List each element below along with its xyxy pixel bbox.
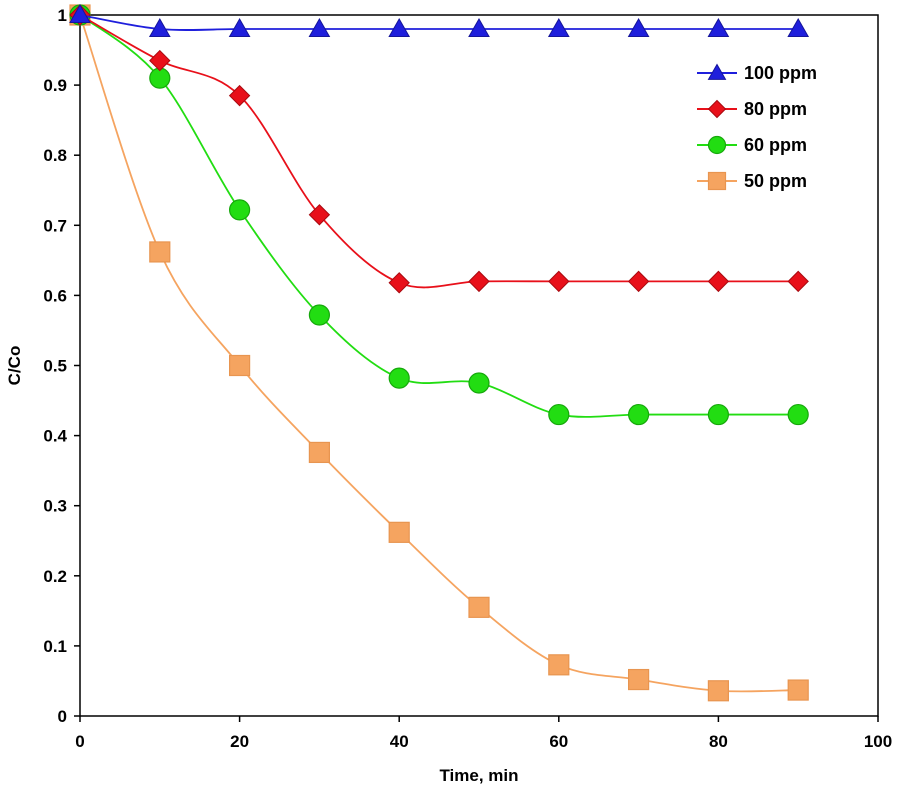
data-point — [547, 18, 570, 38]
data-point — [388, 18, 411, 38]
y-tick-label: 0.2 — [43, 567, 67, 586]
x-tick-label: 100 — [864, 732, 892, 751]
y-tick-label: 0.8 — [43, 146, 67, 165]
legend: 100 ppm 80 ppm 60 ppm 50 ppm — [697, 63, 817, 191]
data-point — [229, 199, 251, 221]
data-point — [707, 18, 730, 38]
x-tick-label: 40 — [390, 732, 409, 751]
series-line — [79, 14, 799, 31]
y-tick-label: 0.1 — [43, 637, 67, 656]
y-tick-label: 0.9 — [43, 76, 67, 95]
y-tick-label: 1 — [58, 6, 67, 25]
data-point — [468, 596, 490, 618]
y-tick-label: 0.5 — [43, 357, 67, 376]
legend-label: 80 ppm — [744, 99, 807, 119]
data-point — [228, 18, 251, 38]
series-line — [79, 14, 799, 693]
legend-item: 60 ppm — [697, 135, 807, 155]
y-axis-title: C/Co — [5, 346, 24, 386]
data-point — [388, 367, 410, 389]
legend-marker — [707, 63, 727, 80]
data-point — [707, 270, 730, 293]
series-line — [79, 14, 799, 418]
y-tick-label: 0.4 — [43, 427, 67, 446]
data-point — [707, 680, 730, 702]
data-point — [787, 679, 809, 701]
data-point — [308, 441, 330, 464]
data-point — [228, 84, 251, 107]
legend-label: 100 ppm — [744, 63, 817, 83]
series-80-ppm — [69, 4, 809, 294]
data-point — [308, 304, 330, 326]
data-point — [148, 18, 171, 38]
data-point — [548, 270, 570, 293]
data-point — [548, 654, 570, 676]
x-axis-title: Time, min — [439, 766, 518, 785]
legend-item: 100 ppm — [697, 63, 817, 83]
data-point — [787, 270, 809, 293]
legend-label: 50 ppm — [744, 171, 807, 191]
data-point — [787, 403, 809, 426]
series-60-ppm — [69, 4, 809, 426]
data-point — [388, 521, 410, 543]
y-tick-label: 0.3 — [43, 497, 67, 516]
data-point — [627, 18, 650, 38]
data-point — [468, 270, 490, 293]
data-point — [627, 668, 650, 691]
data-point — [229, 354, 251, 377]
y-tick-label: 0 — [58, 707, 67, 726]
data-point — [149, 49, 171, 72]
data-point — [468, 18, 490, 38]
data-point — [627, 403, 650, 426]
data-point — [787, 18, 810, 38]
legend-marker — [707, 99, 727, 119]
legend-label: 60 ppm — [744, 135, 807, 155]
x-tick-label: 20 — [230, 732, 249, 751]
x-tick-label: 0 — [75, 732, 84, 751]
series-100-ppm — [69, 3, 810, 38]
data-point — [468, 372, 490, 394]
legend-item: 80 ppm — [697, 99, 807, 119]
data-point — [388, 272, 410, 294]
data-point — [149, 241, 171, 263]
data-point — [548, 403, 570, 426]
data-point — [707, 403, 730, 426]
legend-item: 50 ppm — [697, 171, 807, 191]
x-tick-label: 80 — [709, 732, 728, 751]
axes: 0 20 40 60 80 100 0 0.1 0.2 0.3 0.4 0.5 0.6 0.7 0.8 0.9… — [43, 6, 892, 751]
y-tick-label: 0.6 — [43, 286, 67, 305]
data-point — [69, 3, 91, 23]
legend-marker — [707, 135, 727, 155]
data-point — [627, 270, 650, 293]
y-tick-label: 0.7 — [43, 216, 67, 235]
data-point — [308, 18, 331, 38]
series-line — [79, 14, 799, 289]
series-group — [69, 3, 810, 702]
legend-marker — [707, 171, 727, 191]
x-tick-label: 60 — [549, 732, 568, 751]
data-point — [308, 204, 331, 226]
